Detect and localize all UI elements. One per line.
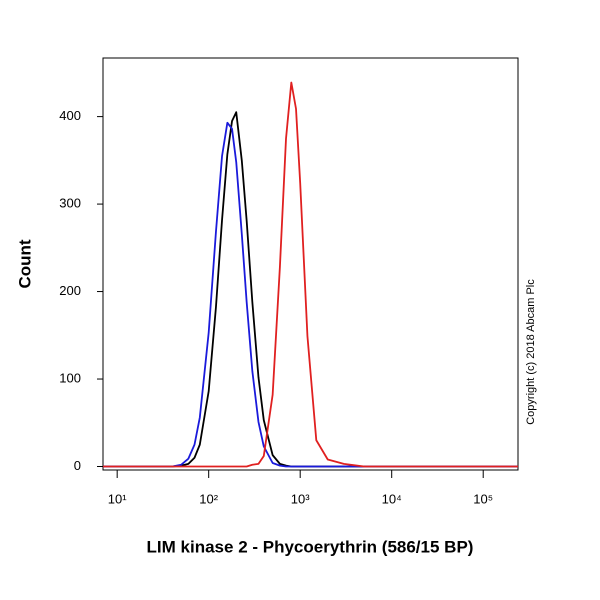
x-tick-label: 10¹ [108, 491, 127, 506]
histogram-line [103, 111, 518, 468]
x-tick-label: 10² [199, 491, 218, 506]
x-tick-label: 10⁵ [473, 491, 493, 506]
plot-frame [102, 57, 519, 471]
histogram-line [103, 81, 518, 468]
copyright-note: Copyright (c) 2018 Abcam Plc [525, 279, 537, 425]
y-tick-label: 100 [59, 370, 81, 385]
y-tick-label: 400 [59, 108, 81, 123]
y-tick-label: 300 [59, 196, 81, 211]
y-axis-title: Count [15, 239, 34, 288]
x-axis-title: LIM kinase 2 - Phycoerythrin (586/15 BP) [147, 537, 474, 556]
x-tick-label: 10³ [291, 491, 310, 506]
y-tick-label: 200 [59, 283, 81, 298]
x-tick-label: 10⁴ [382, 491, 402, 506]
histogram-line [103, 121, 518, 468]
y-tick-label: 0 [74, 458, 81, 473]
